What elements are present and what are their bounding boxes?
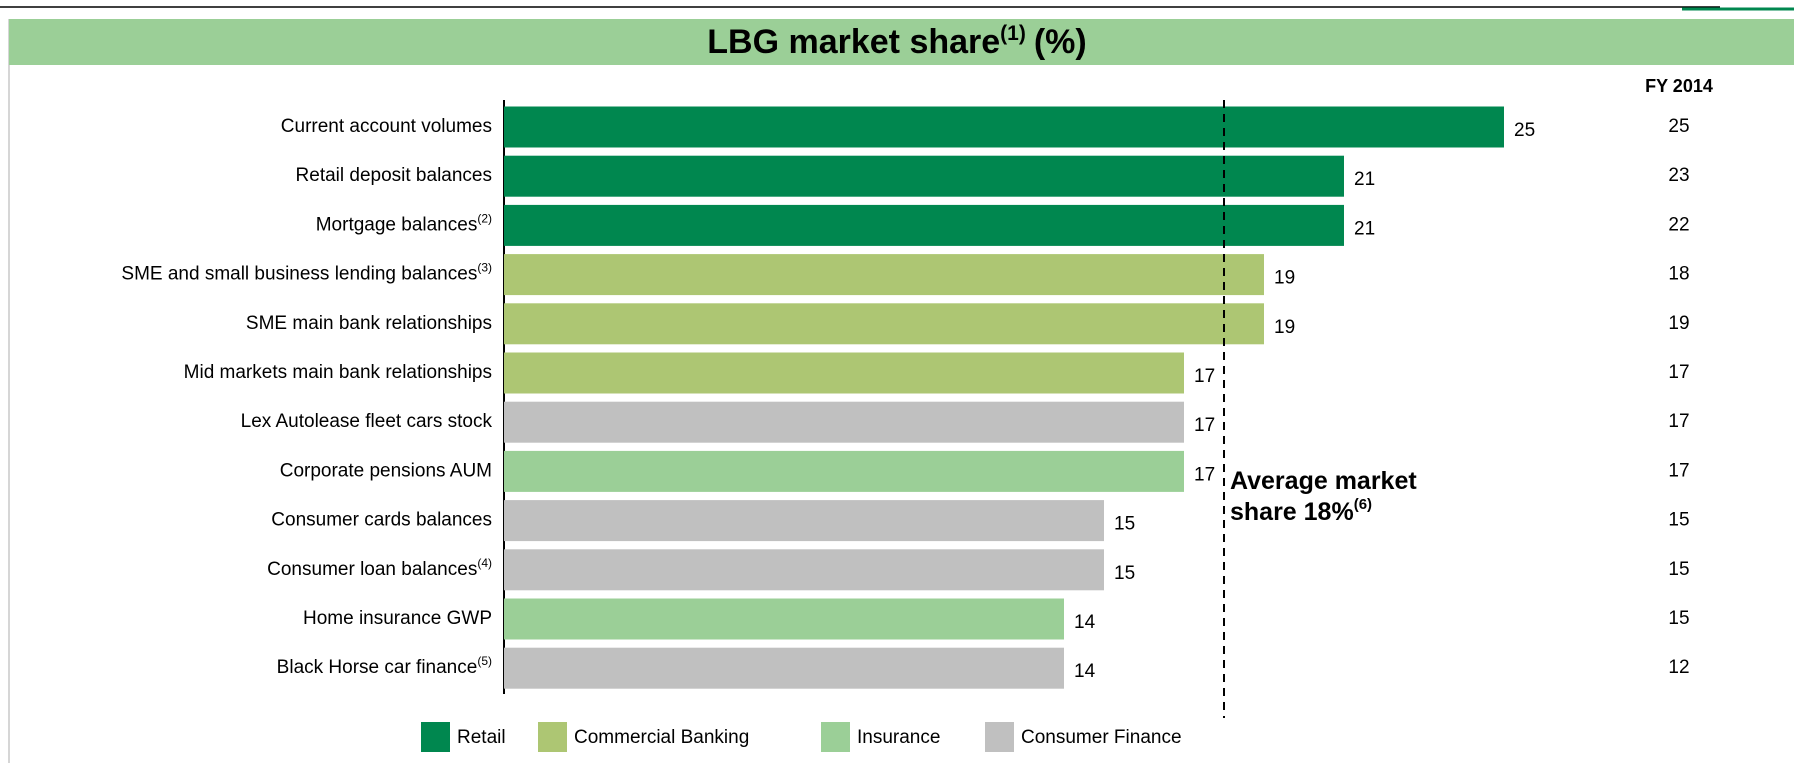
value-label: 19 xyxy=(1274,268,1295,289)
fy2014-value: 15 xyxy=(1668,510,1689,531)
fy2014-value: 17 xyxy=(1668,411,1689,432)
category-note: (3) xyxy=(477,261,492,275)
legend-label: Consumer Finance xyxy=(1021,727,1182,748)
bar xyxy=(504,303,1264,345)
bar xyxy=(504,204,1344,246)
fy2014-value: 15 xyxy=(1668,559,1689,580)
column-header: FY 2014 xyxy=(1645,76,1713,96)
annotation-text: Average market xyxy=(1230,467,1417,495)
title-note: (1) xyxy=(1000,22,1026,45)
category-name: SME main bank relationships xyxy=(246,313,492,334)
category-label: Retail deposit balances xyxy=(296,165,492,186)
fy2014-value: 15 xyxy=(1668,608,1689,629)
legend-swatch xyxy=(538,722,567,752)
average-annotation: share 18%(6) xyxy=(1230,496,1372,526)
category-label: Consumer cards balances xyxy=(271,510,492,531)
category-name: Corporate pensions AUM xyxy=(280,460,492,481)
fy2014-value: 22 xyxy=(1668,214,1689,235)
annotation-note: (6) xyxy=(1354,496,1372,513)
bar xyxy=(504,647,1064,689)
title-text: LBG market share xyxy=(707,23,1000,61)
category-note: (4) xyxy=(477,556,492,570)
bar xyxy=(504,598,1064,640)
value-label: 25 xyxy=(1514,120,1535,141)
bar xyxy=(504,352,1184,394)
category-label: Current account volumes xyxy=(281,116,492,137)
legend-label: Commercial Banking xyxy=(574,727,749,748)
category-name: Retail deposit balances xyxy=(296,165,492,186)
legend-swatch xyxy=(985,722,1014,752)
fy2014-value: 17 xyxy=(1668,460,1689,481)
fy2014-value: 12 xyxy=(1668,657,1689,678)
fy2014-value: 17 xyxy=(1668,362,1689,383)
category-label: Home insurance GWP xyxy=(303,608,492,629)
category-label: SME main bank relationships xyxy=(246,313,492,334)
chart-title: LBG market share(1) (%) xyxy=(707,22,1086,61)
value-label: 19 xyxy=(1274,317,1295,338)
bar xyxy=(504,106,1504,148)
category-label: Consumer loan balances(4) xyxy=(267,556,492,580)
category-name: Consumer loan balances xyxy=(267,559,477,580)
category-label: Mortgage balances(2) xyxy=(316,212,492,236)
value-label: 15 xyxy=(1114,514,1135,535)
category-name: SME and small business lending balances xyxy=(121,264,477,285)
value-label: 14 xyxy=(1074,661,1096,682)
value-label: 17 xyxy=(1194,464,1215,485)
value-label: 21 xyxy=(1354,218,1375,239)
value-label: 17 xyxy=(1194,415,1215,436)
bar xyxy=(504,450,1184,492)
annotation-text: share 18% xyxy=(1230,498,1354,526)
category-label: Lex Autolease fleet cars stock xyxy=(241,411,493,432)
legend-swatch xyxy=(421,722,450,752)
title-band xyxy=(9,19,1794,65)
category-name: Home insurance GWP xyxy=(303,608,492,629)
category-label: SME and small business lending balances(… xyxy=(121,261,492,285)
category-name: Mortgage balances xyxy=(316,214,478,235)
category-note: (2) xyxy=(477,212,492,226)
value-label: 21 xyxy=(1354,169,1375,190)
category-name: Mid markets main bank relationships xyxy=(184,362,492,383)
category-name: Black Horse car finance xyxy=(277,657,478,678)
category-name: Lex Autolease fleet cars stock xyxy=(241,411,493,432)
category-name: Current account volumes xyxy=(281,116,492,137)
title-suffix: (%) xyxy=(1034,23,1087,61)
legend-label: Insurance xyxy=(857,727,940,748)
value-label: 17 xyxy=(1194,366,1215,387)
fy2014-value: 19 xyxy=(1668,313,1689,334)
average-annotation: Average market xyxy=(1230,467,1417,495)
bar xyxy=(504,500,1104,542)
category-label: Corporate pensions AUM xyxy=(280,460,492,481)
legend-swatch xyxy=(821,722,850,752)
bar xyxy=(504,549,1104,591)
value-label: 14 xyxy=(1074,612,1096,633)
fy2014-value: 25 xyxy=(1668,116,1689,137)
bar xyxy=(504,401,1184,443)
bar xyxy=(504,254,1264,296)
fy2014-value: 23 xyxy=(1668,165,1689,186)
category-label: Black Horse car finance(5) xyxy=(277,654,492,678)
bar xyxy=(504,155,1344,197)
legend-label: Retail xyxy=(457,727,506,748)
category-label: Mid markets main bank relationships xyxy=(184,362,492,383)
value-label: 15 xyxy=(1114,563,1135,584)
category-name: Consumer cards balances xyxy=(271,510,492,531)
category-note: (5) xyxy=(477,654,492,668)
fy2014-value: 18 xyxy=(1668,264,1689,285)
